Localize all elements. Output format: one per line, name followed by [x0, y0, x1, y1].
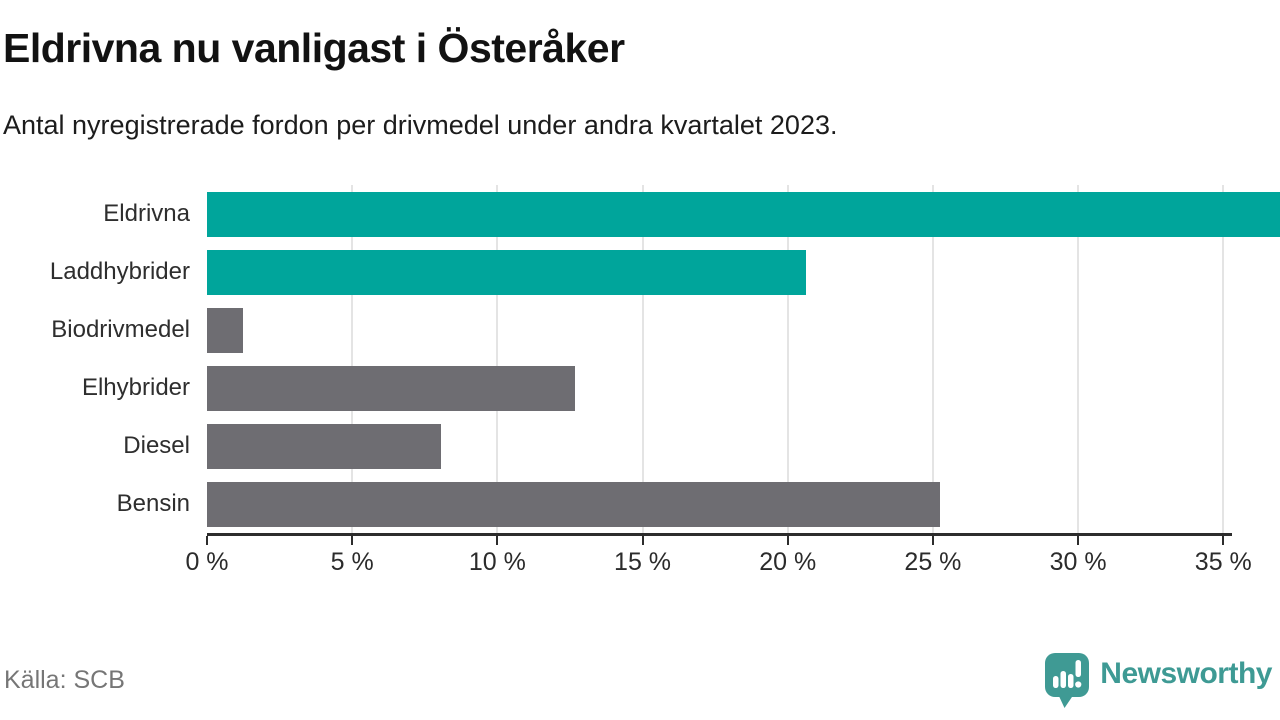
x-axis-line: [207, 533, 1232, 536]
x-tick-15: [641, 536, 644, 545]
bar-row-elhybrider: Elhybrider: [0, 359, 1280, 417]
gridline-20: [786, 185, 789, 533]
bar-track: [207, 475, 1280, 533]
gridline-10: [496, 185, 499, 533]
page-subtitle: Antal nyregistrerade fordon per drivmede…: [3, 110, 838, 140]
x-tick-label: 5 %: [330, 548, 374, 576]
plot-area: [207, 185, 1232, 533]
x-tick-label: 15 %: [614, 548, 672, 576]
category-label: Laddhybrider: [49, 258, 190, 285]
x-tick-label: 0 %: [185, 548, 229, 576]
x-tick-0: [206, 536, 208, 545]
bar-track: [207, 243, 1280, 301]
bar-row-eldrivna: Eldrivna: [0, 185, 1280, 243]
bar-laddhybrider: [207, 249, 806, 295]
x-tick-10: [496, 536, 499, 545]
bar-row-laddhybrider: Laddhybrider: [0, 243, 1280, 301]
bar-track: [207, 359, 1280, 417]
x-tick-label: 20 %: [759, 548, 817, 576]
gridline-35: [1222, 185, 1225, 533]
x-tick-30: [1077, 536, 1080, 545]
bar-track: [207, 301, 1280, 359]
brand-logo-link[interactable]: Newsworthy: [1044, 650, 1272, 710]
category-label: Elhybrider: [81, 374, 190, 401]
x-tick-label: 30 %: [1049, 548, 1107, 576]
bar-rows: Eldrivna Laddhybrider Biodrivmedel Elhybrid…: [0, 185, 1280, 533]
brand-wordmark: Newsworthy: [1100, 657, 1272, 690]
bar-biodrivmedel: [207, 307, 244, 353]
bar-chart: Eldrivna Laddhybrider Biodrivmedel Elhybrid…: [0, 185, 1280, 533]
newsworthy-chart-bubble-icon: [1045, 653, 1090, 708]
bar-track: [207, 185, 1280, 243]
x-tick-20: [786, 536, 789, 545]
bar-row-bensin: Bensin: [0, 475, 1280, 533]
category-label: Biodrivmedel: [51, 316, 190, 343]
gridline-5: [351, 185, 354, 533]
bar-bensin: [207, 481, 940, 527]
bar-elhybrider: [207, 365, 575, 411]
gridline-30: [1077, 185, 1080, 533]
bar-row-biodrivmedel: Biodrivmedel: [0, 301, 1280, 359]
x-tick-25: [931, 536, 934, 545]
category-label: Diesel: [123, 432, 190, 459]
source-note: Källa: SCB: [4, 666, 125, 694]
x-tick-label: 25 %: [904, 548, 962, 576]
bar-diesel: [207, 423, 442, 469]
x-tick-35: [1222, 536, 1225, 545]
category-label: Eldrivna: [103, 200, 190, 227]
category-label: Bensin: [116, 490, 190, 517]
x-axis: 0 % 5 % 10 % 15 % 20 % 25 % 30 % 35 %: [185, 533, 1252, 583]
bar-row-diesel: Diesel: [0, 417, 1280, 475]
gridline-25: [931, 185, 934, 533]
gridline-15: [641, 185, 644, 533]
x-tick-5: [351, 536, 354, 545]
x-tick-label: 35 %: [1194, 548, 1252, 576]
x-tick-label: 10 %: [468, 548, 526, 576]
page-title: Eldrivna nu vanligast i Österåker: [3, 25, 625, 71]
bar-eldrivna: [207, 191, 1280, 237]
bar-track: [207, 417, 1280, 475]
